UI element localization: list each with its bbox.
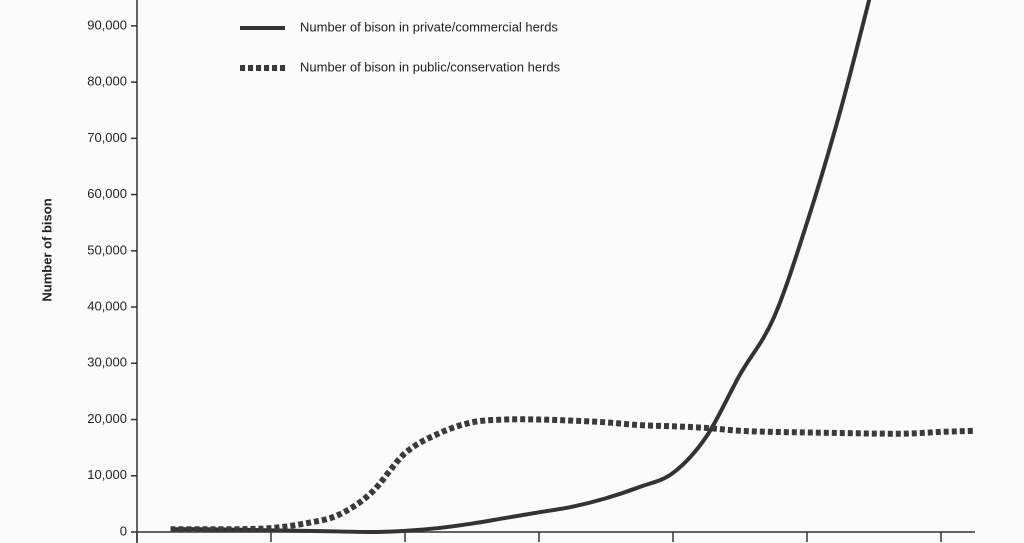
legend-label: Number of bison in private/commercial he… — [300, 19, 558, 34]
y-axis-label: Number of bison — [39, 198, 54, 301]
y-tick-label: 0 — [120, 523, 127, 538]
plot-area — [170, 0, 975, 535]
y-tick-label: 40,000 — [87, 298, 127, 313]
y-tick-label: 50,000 — [87, 242, 127, 257]
data-line — [170, 416, 975, 533]
data-line — [170, 0, 872, 535]
y-tick-label: 30,000 — [87, 355, 127, 370]
y-tick-label: 10,000 — [87, 467, 127, 482]
y-tick-label: 60,000 — [87, 186, 127, 201]
y-tick-label: 90,000 — [87, 17, 127, 32]
y-tick-label: 80,000 — [87, 74, 127, 89]
legend-label: Number of bison in public/conservation h… — [300, 59, 561, 74]
y-tick-label: 70,000 — [87, 130, 127, 145]
y-tick-label: 20,000 — [87, 411, 127, 426]
